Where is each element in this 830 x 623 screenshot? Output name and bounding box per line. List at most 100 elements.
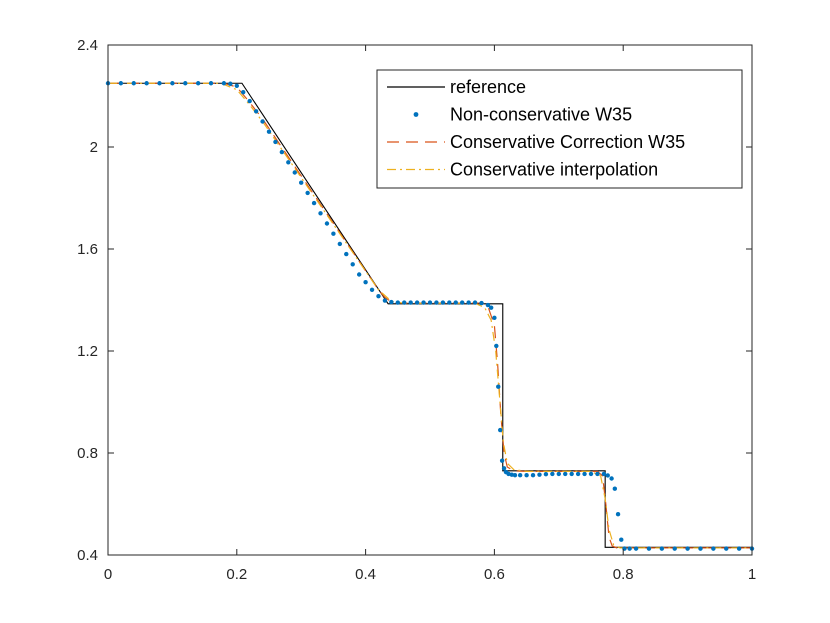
axes-box: [107, 44, 753, 556]
data-point: [208, 81, 214, 86]
data-point: [434, 300, 439, 305]
data-point: [170, 81, 175, 86]
data-point: [228, 81, 233, 86]
data-point: [582, 471, 587, 477]
data-point: [247, 98, 252, 104]
data-point: [609, 476, 614, 481]
data-point: [376, 293, 381, 299]
data-point: [492, 315, 497, 321]
series-line-reference: [108, 82, 752, 548]
data-point: [646, 546, 652, 551]
data-point: [344, 251, 349, 257]
data-point: [402, 300, 407, 305]
data-point: [305, 190, 310, 196]
series-non-conservative-w35: [105, 81, 755, 551]
data-point: [736, 546, 742, 551]
data-point: [273, 139, 278, 145]
data-point: [234, 83, 239, 89]
x-tick-label: 0.2: [226, 566, 247, 583]
data-point: [550, 471, 555, 477]
data-point: [260, 119, 265, 124]
data-point: [530, 472, 536, 478]
data-point: [512, 472, 518, 478]
data-point: [253, 109, 259, 114]
data-point: [466, 300, 471, 305]
data-point: [659, 546, 665, 551]
data-point: [698, 546, 703, 551]
data-point: [499, 458, 505, 463]
data-point: [286, 160, 291, 165]
x-tick-label: 1: [748, 566, 756, 583]
data-point: [324, 221, 330, 226]
data-point: [118, 81, 124, 86]
y-tick-label: 0.4: [77, 547, 98, 564]
data-point: [318, 211, 323, 216]
data-point: [472, 300, 478, 305]
series-line-conservative-correction-w35: [108, 82, 752, 549]
data-point: [131, 81, 136, 86]
data-point: [331, 231, 336, 236]
data-point: [627, 546, 632, 551]
data-point: [615, 512, 621, 517]
data-point: [389, 299, 394, 305]
data-point: [724, 546, 729, 551]
data-point: [311, 200, 317, 206]
data-point: [685, 546, 690, 551]
legend-label: reference: [450, 77, 526, 97]
data-point: [363, 279, 368, 285]
data-point: [369, 287, 375, 292]
data-point: [595, 471, 600, 477]
data-point: [453, 300, 458, 305]
data-point: [537, 472, 542, 477]
legend-marker: [413, 112, 419, 117]
series-layer: [105, 81, 755, 551]
data-point: [266, 129, 272, 134]
data-point: [494, 343, 499, 349]
legend: reference Non-conservative W35 Conservativ…: [376, 69, 743, 189]
data-point: [479, 300, 484, 306]
data-point: [524, 472, 529, 478]
x-tick-label: 0.4: [355, 566, 376, 583]
x-tick-label: 0.6: [484, 566, 505, 583]
data-point: [569, 471, 574, 477]
data-point: [496, 384, 501, 389]
data-point: [672, 546, 677, 551]
data-point: [408, 300, 413, 305]
data-point: [279, 149, 285, 155]
data-point: [356, 272, 362, 277]
data-point: [612, 486, 618, 491]
y-tick-label: 2: [90, 139, 98, 156]
data-point: [488, 305, 494, 310]
data-point: [421, 300, 426, 305]
data-point: [221, 81, 227, 86]
data-point: [460, 300, 465, 305]
legend-label: Conservative Correction W35: [450, 132, 685, 152]
legend-label: Non-conservative W35: [450, 105, 632, 125]
data-point: [414, 300, 420, 305]
data-point: [588, 471, 594, 477]
data-point: [337, 241, 343, 247]
data-point: [605, 473, 610, 478]
y-tick-label: 2.4: [77, 37, 98, 54]
data-point: [440, 300, 446, 305]
series-line-conservative-interpolation: [108, 82, 752, 549]
data-point: [382, 298, 388, 303]
data-point: [563, 471, 568, 477]
data-point: [633, 546, 639, 551]
data-point: [299, 180, 304, 185]
data-point: [195, 81, 201, 86]
data-point: [350, 262, 355, 267]
data-point: [509, 472, 514, 477]
data-point: [183, 81, 188, 86]
legend-label: Conservative interpolation: [450, 160, 658, 180]
data-point: [543, 471, 549, 477]
data-point: [241, 89, 246, 95]
data-point: [144, 81, 149, 86]
data-point: [292, 170, 297, 175]
data-point: [501, 466, 507, 471]
data-point: [711, 546, 716, 551]
data-point: [517, 472, 523, 478]
data-point: [601, 471, 607, 477]
legend-box: [376, 69, 743, 189]
